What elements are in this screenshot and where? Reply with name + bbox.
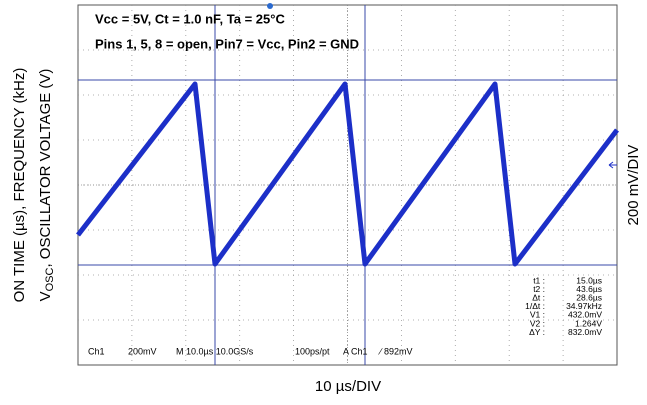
measurement-label: ΔY : (529, 327, 545, 337)
measurement-value: 832.0mV (568, 327, 602, 337)
status-text: 200mV (128, 346, 157, 356)
annotation: Vcc = 5V, Ct = 1.0 nF, Ta = 25°C (95, 11, 285, 26)
measurement-label: t2 : (533, 284, 545, 294)
axis-label: ON TIME (µs), FREQUENCY (kHz) (11, 68, 28, 303)
measurement-value: 1.264V (575, 318, 602, 328)
trigger-marker (608, 161, 617, 169)
measurement-value: 43.6µs (576, 284, 602, 294)
measurement-value: 15.0µs (576, 275, 602, 285)
annotation: Pins 1, 5, 8 = open, Pin7 = Vcc, Pin2 = … (95, 36, 359, 51)
waveform (76, 81, 619, 267)
grid (78, 5, 617, 365)
measurement-value: 34.97kHz (566, 301, 602, 311)
measurement-label: V1 : (530, 310, 545, 320)
status-text: ∕ 892mV (378, 346, 413, 356)
status-text: M 10.0µs 10.0GS/s (176, 346, 254, 356)
axis-label: VOSC, OSCILLATOR VOLTAGE (V) (37, 69, 56, 302)
measurements: t1 : 15.0µs t2 : 43.6µs Δt : 28.6µs 1/Δt : 34.9… (525, 275, 602, 337)
axis-label: 10 µs/DIV (315, 378, 381, 395)
measurement-label: V2 : (530, 318, 545, 328)
axis-label: 200 mV/DIV (625, 145, 642, 226)
measurement-label: t1 : (533, 275, 545, 285)
status-text: Ch1 (88, 346, 105, 356)
status-text: 100ps/pt (295, 346, 330, 356)
status-text: A Ch1 (343, 346, 368, 356)
axis-label-subscript: OSC (44, 267, 56, 291)
measurement-value: 432.0mV (568, 310, 602, 320)
trigger-position (267, 3, 273, 9)
measurement-label: Δt : (532, 292, 545, 302)
axis-label-text: , OSCILLATOR VOLTAGE (V) (37, 69, 54, 268)
measurement-value: 28.6µs (576, 292, 602, 302)
measurement-label: 1/Δt : (525, 301, 545, 311)
axis-label-symbol: V (37, 291, 54, 301)
